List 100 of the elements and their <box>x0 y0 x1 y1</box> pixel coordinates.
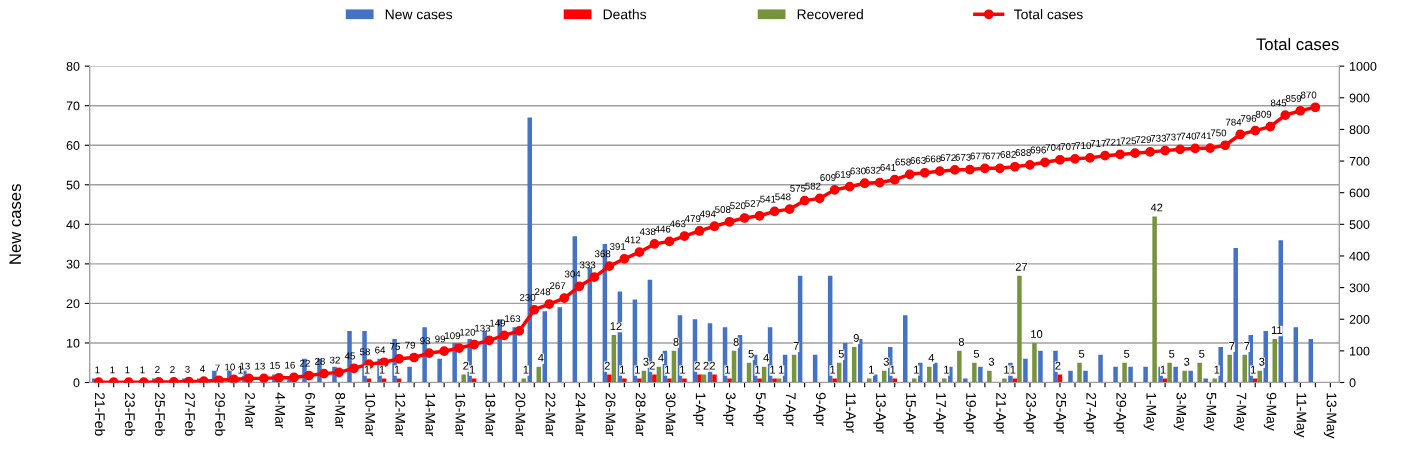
x-tick-label: 29-Apr <box>1113 392 1127 434</box>
x-tick-label: 17-Apr <box>933 393 946 434</box>
y-tick-label: 40 <box>66 220 80 229</box>
data-label: 1 <box>755 365 761 374</box>
y2-tick-label: 300 <box>1349 283 1370 293</box>
y2-tick-label: 1000 <box>1350 61 1377 71</box>
data-label: 527 <box>745 200 761 207</box>
data-label: 541 <box>760 195 776 203</box>
data-label: 45 <box>344 352 355 360</box>
x-tick-label: 10-Mar <box>365 393 376 436</box>
data-label: 845 <box>1270 99 1287 107</box>
data-label: 8 <box>673 338 679 346</box>
data-label: 5 <box>1169 350 1175 358</box>
data-label: 721 <box>1105 138 1121 146</box>
y-tick-label: 30 <box>66 259 80 269</box>
x-tick-label: 18-Mar <box>485 393 496 436</box>
y-tick-label: 50 <box>66 180 80 190</box>
legend-label: Deaths <box>603 9 647 20</box>
y2-tick-label: 600 <box>1349 188 1370 198</box>
y-tick-label: 10 <box>66 338 80 348</box>
data-label: 11 <box>1271 326 1283 334</box>
data-label: 2 <box>604 361 610 370</box>
x-tick-label: 6-Mar <box>305 392 316 429</box>
data-label: 1 <box>1004 365 1010 374</box>
x-tick-label: 28-Mar <box>635 392 646 436</box>
x-tick-label: 21-Apr <box>993 392 1006 434</box>
x-tick-label: 11-May <box>1293 393 1307 438</box>
data-label: 2 <box>1055 361 1061 370</box>
data-label: 5 <box>748 350 754 358</box>
data-label: 2 <box>709 361 715 370</box>
data-label: 1 <box>364 365 370 374</box>
data-label: 717 <box>1090 140 1106 147</box>
data-label: 27 <box>1015 262 1028 271</box>
data-label: 750 <box>1210 129 1227 137</box>
data-label: 1 <box>95 366 100 374</box>
x-tick-label: 23-Apr <box>1023 392 1037 434</box>
data-label: 2 <box>170 366 175 373</box>
y2-axis-title: Total cases <box>1256 37 1339 51</box>
data-label: 1 <box>725 365 730 374</box>
x-tick-label: 5-May <box>1203 392 1217 431</box>
data-label: 630 <box>850 167 866 175</box>
x-tick-label: 20-Mar <box>515 392 526 436</box>
data-label: 13 <box>255 362 265 370</box>
data-label: 1 <box>830 365 836 374</box>
data-label: 79 <box>405 341 416 349</box>
x-tick-label: 11-Apr <box>843 393 856 433</box>
data-label: 1 <box>110 366 115 374</box>
legend-label: New cases <box>385 9 453 20</box>
data-label: 163 <box>505 315 521 323</box>
data-label: 4 <box>658 353 664 362</box>
data-label: 1 <box>1214 365 1220 374</box>
x-tick-label: 13-Apr <box>873 393 886 434</box>
data-label: 8 <box>733 338 739 346</box>
data-label: 4 <box>928 353 935 362</box>
data-label: 93 <box>420 337 431 345</box>
data-label: 707 <box>1060 143 1076 150</box>
data-label: 609 <box>820 174 836 181</box>
data-label: 1 <box>1010 365 1016 374</box>
data-label: 688 <box>1015 149 1031 156</box>
data-label: 133 <box>475 324 491 332</box>
x-tick-label: 16-Mar <box>455 393 466 436</box>
data-label: 796 <box>1240 114 1257 122</box>
data-label: 696 <box>1030 146 1046 154</box>
data-label: 3 <box>643 357 649 366</box>
data-label: 3 <box>883 357 889 366</box>
data-label: 1 <box>635 365 640 374</box>
x-tick-label: 9-May <box>1263 392 1277 431</box>
y-axis-title: New cases <box>9 184 22 264</box>
data-label: 1 <box>125 366 130 374</box>
x-tick-label: 24-Mar <box>575 392 586 436</box>
legend-label: Total cases <box>1014 9 1083 20</box>
data-label: 494 <box>699 210 716 218</box>
data-label: 737 <box>1165 133 1182 141</box>
x-tick-label: 1-Apr <box>693 393 706 426</box>
data-label: 1 <box>665 365 670 374</box>
data-label: 1 <box>379 365 385 374</box>
legend-label: Recovered <box>797 9 863 20</box>
data-label: 10 <box>1031 330 1043 338</box>
x-tick-label: 22-Mar <box>545 392 556 436</box>
x-tick-label: 15-Apr <box>903 393 916 434</box>
data-label: 16 <box>285 361 295 369</box>
x-tick-label: 3-May <box>1173 392 1187 431</box>
data-label: 7 <box>1229 342 1235 350</box>
data-label: 10 <box>225 363 235 371</box>
data-label: 5 <box>1199 350 1205 358</box>
data-label: 668 <box>925 155 941 163</box>
data-label: 248 <box>534 288 551 296</box>
y2-tick-label: 900 <box>1349 93 1370 103</box>
y2-tick-label: 100 <box>1350 346 1370 356</box>
data-label: 2 <box>649 361 655 370</box>
data-label: 1 <box>394 365 400 374</box>
data-label: 3 <box>988 357 995 366</box>
data-label: 15 <box>270 362 280 369</box>
data-label: 267 <box>549 282 566 290</box>
data-label: 740 <box>1180 132 1197 140</box>
data-label: 75 <box>390 343 401 350</box>
data-label: 575 <box>790 184 806 192</box>
data-label: 7 <box>1244 342 1250 350</box>
data-label: 391 <box>609 243 626 250</box>
data-label: 4 <box>200 365 205 373</box>
